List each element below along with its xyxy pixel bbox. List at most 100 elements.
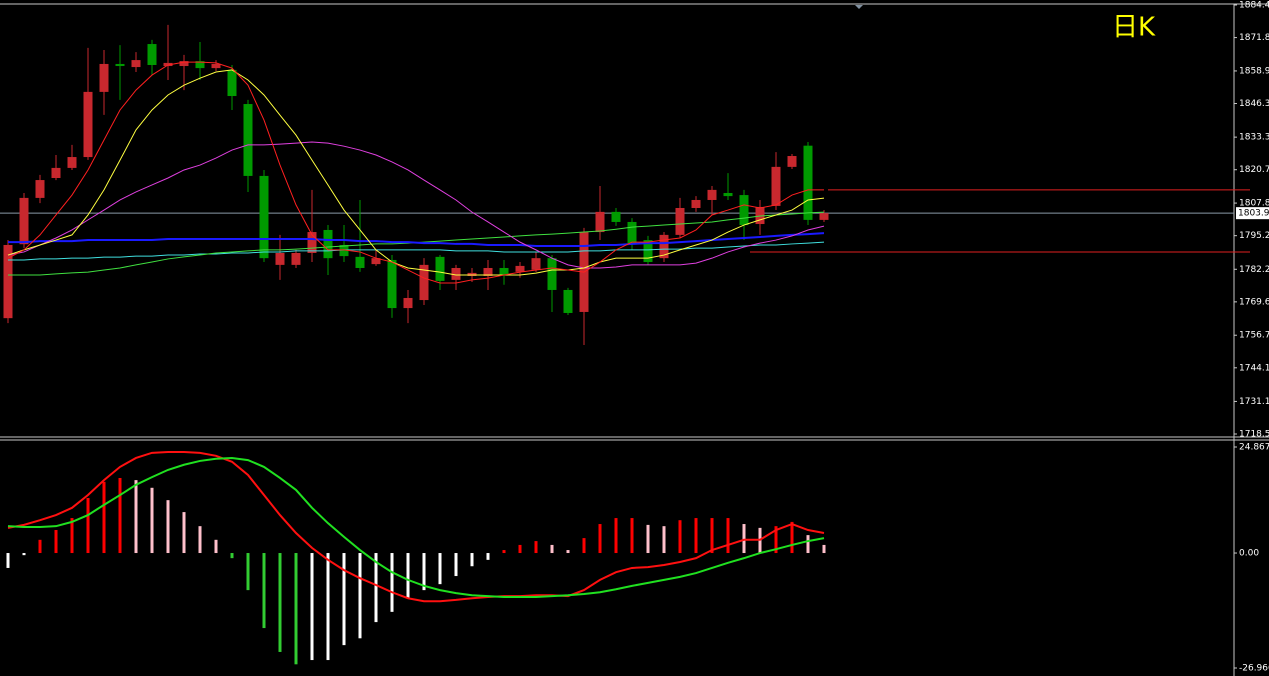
candle-body [211,63,221,69]
macd-bar [454,553,458,577]
y-tick-label: 1718.5 [1239,430,1269,440]
candle-body [467,272,477,277]
candle-body [243,104,253,176]
macd-bar [390,553,394,612]
macd-bar [166,500,170,554]
candle-body [339,244,349,257]
candle-body [19,197,29,245]
candle-body [131,60,141,68]
candle-body [35,180,45,198]
macd-bar [230,553,234,559]
y-tick-label: 1782.2 [1239,265,1269,275]
y-tick-label: 24.8678 [1239,443,1269,453]
candle-body [227,69,237,97]
macd-bar [550,544,554,554]
candle-body [739,195,749,226]
macd-bar [22,553,26,556]
macd-bar [342,553,346,646]
candle-body [67,157,77,168]
candle-body [771,166,781,206]
candle-body [531,258,541,270]
moving-average [7,69,825,276]
moving-average [8,241,825,261]
macd-bar [374,553,378,623]
candle-body [707,189,717,200]
candle-body [275,252,285,265]
y-tick-label: 1769.6 [1239,297,1269,307]
candle-body [419,264,429,301]
candle-body [643,240,653,263]
macd-bar [726,518,730,554]
macd-bar [774,526,778,554]
candle-body [291,252,301,265]
macd-bar [102,481,106,554]
y-tick-label: 1756.7 [1239,331,1269,341]
macd-bar [710,518,714,554]
macd-bar [358,553,362,639]
candle-body [483,267,493,277]
candle-body [595,211,605,233]
macd-bar [806,535,810,554]
candle-body [563,289,573,313]
moving-average [7,61,824,284]
candle-body [355,256,365,268]
candle-body [115,63,125,67]
candle-body [403,297,413,309]
macd-bar [150,487,154,554]
macd-bar [678,520,682,554]
macd-bar [694,518,698,554]
macd-bar [742,524,746,554]
candle-body [307,232,317,253]
macd-bar [38,539,42,554]
y-tick-label: -26.966 [1239,664,1269,674]
y-tick-label: 0.00 [1239,549,1259,559]
macd-bar [614,518,618,554]
candle-body [659,234,669,259]
y-tick-label: 1731.1 [1239,397,1269,407]
macd-bar [790,521,794,554]
candle-body [371,258,381,265]
current-price-box [1236,207,1269,220]
candle-body [675,207,685,235]
macd-bar [54,530,58,554]
candle-body [451,267,461,280]
macd-bar [470,553,474,567]
candle-body [147,44,157,65]
macd-line [7,456,825,598]
y-tick-label: 1820.7 [1239,165,1269,175]
candle-body [51,167,61,178]
macd-bar [294,553,298,665]
candle-body [435,256,445,281]
moving-average [7,141,825,269]
macd-bar [198,526,202,554]
candle-body [259,175,269,259]
candle-body [3,244,13,319]
macd-bar [86,498,90,554]
candle-body [323,229,333,259]
macd-bar [134,480,138,554]
y-tick-label: 1807.8 [1239,199,1269,209]
candle-body [499,267,509,275]
current-price-label: 1803.9 [1238,209,1269,219]
macd-bar [182,512,186,554]
candle-body [691,199,701,208]
moving-average [8,232,825,248]
macd-bar [214,539,218,554]
candle-body [787,156,797,167]
macd-line [7,450,825,603]
macd-bar [502,550,506,554]
macd-bar [406,553,410,599]
macd-bar [278,553,282,652]
candle-body [755,206,765,225]
macd-bar [566,550,570,554]
macd-bar [246,553,250,591]
macd-bar [630,518,634,554]
candle-body [723,192,733,197]
macd-bar [438,553,442,585]
macd-bar [598,524,602,554]
macd-bar [582,538,586,554]
candle-body [819,213,829,220]
macd-bar [326,553,330,661]
